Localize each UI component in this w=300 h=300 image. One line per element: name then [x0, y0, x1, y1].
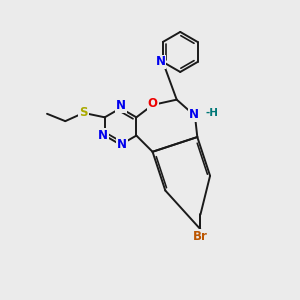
Text: N: N: [117, 138, 127, 151]
Text: Br: Br: [193, 230, 208, 243]
Text: N: N: [188, 108, 199, 121]
Text: S: S: [79, 106, 88, 119]
Text: O: O: [148, 97, 158, 110]
Text: -H: -H: [205, 109, 218, 118]
Text: N: N: [98, 129, 108, 142]
Text: N: N: [116, 99, 126, 112]
Text: N: N: [155, 56, 166, 68]
